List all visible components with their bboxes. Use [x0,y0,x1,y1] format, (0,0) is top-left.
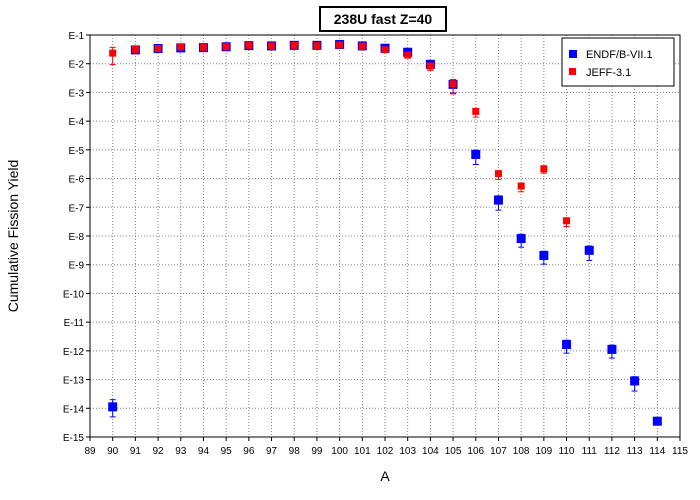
y-tick-label: E-9 [68,261,84,272]
data-point [290,41,298,49]
y-tick-label: E-6 [68,175,84,186]
grid [90,35,680,437]
x-tick-label: 107 [490,446,507,457]
axes [86,34,681,441]
x-axis-label: A [380,468,390,484]
legend-label-endf: ENDF/B-VII.1 [586,49,653,61]
x-tick-label: 100 [331,446,348,457]
y-tick-label: E-2 [68,60,84,71]
x-tick-labels: 89 90 91 92 93 94 95 96 97 98 99 100 101 102 103 104 105… [84,446,688,457]
y-tick-label: E-8 [68,232,84,243]
data-point [472,107,480,115]
x-tick-label: 115 [672,446,688,457]
x-tick-label: 114 [649,446,665,457]
title-frame [319,6,447,32]
x-tick-label: 101 [354,446,371,457]
data-point [381,46,389,54]
data-point [539,251,549,261]
data-point [563,217,571,225]
y-tick-label: E-1 [68,31,84,42]
x-tick-label: 113 [627,446,643,457]
y-tick-label: E-13 [63,376,85,387]
data-point [471,149,481,159]
data-point [607,344,617,354]
data-point [404,51,412,59]
data-point [131,45,139,53]
y-tick-label: E-5 [68,146,84,157]
y-tick-label: E-7 [68,203,84,214]
x-tick-label: 90 [107,446,119,457]
data-marks [108,39,662,426]
data-point [584,245,594,255]
data-point [517,182,525,190]
chart-title: 238U fast Z=40 [334,11,433,27]
x-tick-label: 112 [604,446,620,457]
x-tick-label: 89 [84,446,96,457]
data-point [245,41,253,49]
data-point [313,42,321,50]
data-point [336,41,344,49]
data-point [652,416,662,426]
x-tick-label: 96 [243,446,255,457]
legend-frame [561,37,675,87]
x-tick-label: 99 [311,446,323,457]
chart-title-box: 238U fast Z=40 [319,6,447,32]
legend: ENDF/B-VII.1 JEFF-3.1 [561,37,675,87]
data-point [358,42,366,50]
x-tick-label: 91 [130,446,142,457]
data-point [494,170,502,178]
x-tick-label: 102 [377,446,394,457]
x-tick-label: 95 [221,446,233,457]
x-tick-label: 92 [153,446,165,457]
data-point [449,80,457,88]
data-point [177,43,185,51]
data-point [108,402,118,412]
data-point [630,376,640,386]
y-tick-label: E-3 [68,88,84,99]
data-point [268,42,276,50]
x-tick-label: 106 [467,446,484,457]
legend-swatch-endf [569,50,577,58]
data-point [493,195,503,205]
x-tick-label: 103 [399,446,416,457]
legend-swatch-jeff [569,68,576,75]
y-axis-label: Cumulative Fission Yield [5,160,21,313]
x-tick-label: 110 [559,446,575,457]
data-point [154,44,162,52]
legend-label-jeff: JEFF-3.1 [586,67,631,79]
x-tick-label: 98 [289,446,301,457]
x-tick-label: 93 [175,446,187,457]
y-tick-label: E-14 [63,404,85,415]
data-point [109,49,117,57]
x-tick-label: 104 [422,446,439,457]
data-point [562,340,572,350]
x-tick-label: 105 [445,446,462,457]
x-tick-label: 109 [536,446,553,457]
x-tick-label: 94 [198,446,210,457]
y-tick-label: E-11 [64,318,85,329]
x-tick-label: 97 [266,446,278,457]
y-tick-label: E-4 [68,117,84,128]
x-tick-label: 108 [513,446,530,457]
data-point [199,43,207,51]
y-tick-label: E-12 [63,347,85,358]
y-tick-label: E-10 [63,289,85,300]
y-tick-label: E-15 [63,433,85,444]
data-point [540,165,548,173]
plot-frame [89,34,681,438]
data-point [222,43,230,51]
x-tick-label: 111 [582,446,598,457]
data-point [426,62,434,70]
series-jeff [109,41,571,228]
y-tick-labels: E-1 E-2 E-3 E-4 E-5 E-6 E-7 E-8 E-9 E-10 E-11 E-12 E… [63,31,85,444]
data-point [516,234,526,244]
